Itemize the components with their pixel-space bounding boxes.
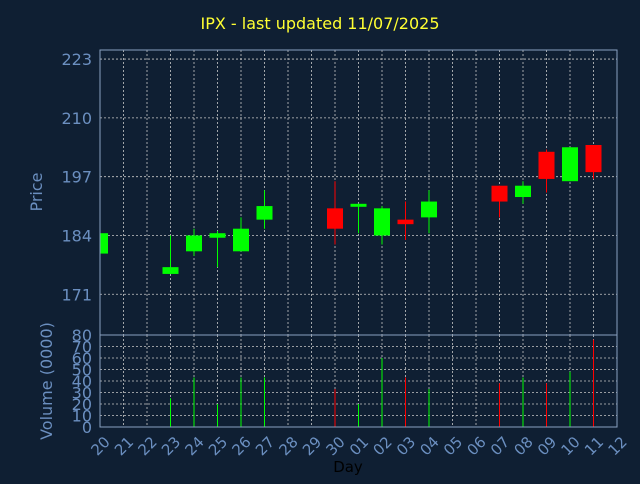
- x-tick-label: 01: [346, 433, 372, 459]
- candle-body: [100, 233, 108, 254]
- candle: [562, 147, 578, 182]
- plot-frames: [99, 49, 618, 428]
- candle: [186, 228, 202, 256]
- x-ticks: 2021222324252627282930010203040506070809…: [88, 433, 631, 459]
- candle: [209, 230, 226, 268]
- price-grid: [99, 50, 618, 335]
- x-tick-label: 24: [182, 433, 208, 459]
- candle: [585, 145, 602, 179]
- x-tick-label: 22: [135, 433, 161, 459]
- candles: [99, 145, 602, 274]
- price-y-tick-label: 171: [61, 285, 92, 304]
- x-tick-label: 05: [440, 433, 466, 459]
- x-tick-label: 30: [323, 433, 349, 459]
- candle: [397, 201, 414, 240]
- price-y-axis-label: Price: [27, 172, 46, 211]
- price-y-tick-label: 223: [61, 50, 92, 69]
- price-panel-frame: [99, 49, 618, 336]
- candle-body: [350, 203, 367, 207]
- x-tick-label: 26: [229, 433, 255, 459]
- price-y-ticks: 171 184 197 210 223: [61, 50, 92, 304]
- volume-y-tick-label: 0: [82, 418, 92, 437]
- x-tick-label: 07: [487, 433, 513, 459]
- candle: [491, 185, 508, 218]
- volume-panel-frame: [99, 334, 618, 428]
- candle: [350, 203, 367, 234]
- x-tick-label: 08: [511, 433, 537, 459]
- candle-body: [562, 147, 578, 182]
- candle: [256, 190, 273, 229]
- candle-body: [538, 151, 555, 179]
- x-tick-label: 28: [276, 433, 302, 459]
- price-y-tick-label: 184: [61, 226, 92, 245]
- x-tick-label: 11: [581, 433, 607, 459]
- price-y-tick-label: 210: [61, 109, 92, 128]
- volume-y-tick-label: 20: [72, 395, 92, 414]
- x-tick-label: 29: [299, 433, 325, 459]
- candle: [515, 181, 531, 204]
- volume-y-tick-label: 30: [72, 384, 92, 403]
- candle-body: [209, 233, 226, 238]
- candle: [421, 190, 437, 234]
- candle-body: [233, 228, 249, 252]
- candle-body: [186, 235, 202, 252]
- candle-body: [421, 201, 437, 218]
- x-tick-label: 21: [111, 433, 137, 459]
- volume-bars: [170, 339, 594, 427]
- candle: [233, 217, 249, 252]
- x-tick-label: 23: [158, 433, 184, 459]
- candle-body: [374, 208, 390, 236]
- volume-y-tick-label: 70: [72, 338, 92, 357]
- x-tick-label: 12: [605, 433, 631, 459]
- x-tick-label: 03: [393, 433, 419, 459]
- x-tick-label: 09: [534, 433, 560, 459]
- volume-y-tick-label: 80: [72, 326, 92, 345]
- candle: [327, 181, 343, 245]
- volume-y-tick-label: 10: [72, 407, 92, 426]
- candle-body: [491, 185, 508, 202]
- candle: [374, 206, 390, 245]
- volume-y-tick-label: 40: [72, 372, 92, 391]
- chart-title: IPX - last updated 11/07/2025: [200, 14, 440, 33]
- candle-body: [585, 145, 602, 173]
- x-tick-label: 02: [370, 433, 396, 459]
- candle-body: [515, 185, 531, 198]
- volume-y-tick-label: 50: [72, 361, 92, 380]
- price-y-tick-label: 197: [61, 168, 92, 187]
- candle: [538, 149, 555, 193]
- volume-y-tick-label: 60: [72, 349, 92, 368]
- x-tick-label: 10: [558, 433, 584, 459]
- x-tick-label: 04: [417, 433, 443, 459]
- candle-body: [256, 206, 273, 220]
- x-tick-label: 06: [464, 433, 490, 459]
- candle-body: [327, 208, 343, 229]
- candle: [99, 233, 108, 254]
- x-tick-label: 25: [205, 433, 231, 459]
- x-axis-label: Day: [333, 458, 363, 476]
- candle-body: [162, 267, 179, 274]
- x-tick-label: 27: [252, 433, 278, 459]
- candle: [162, 235, 179, 274]
- candle-body: [397, 219, 414, 225]
- volume-y-axis-label: Volume (0000): [37, 322, 56, 440]
